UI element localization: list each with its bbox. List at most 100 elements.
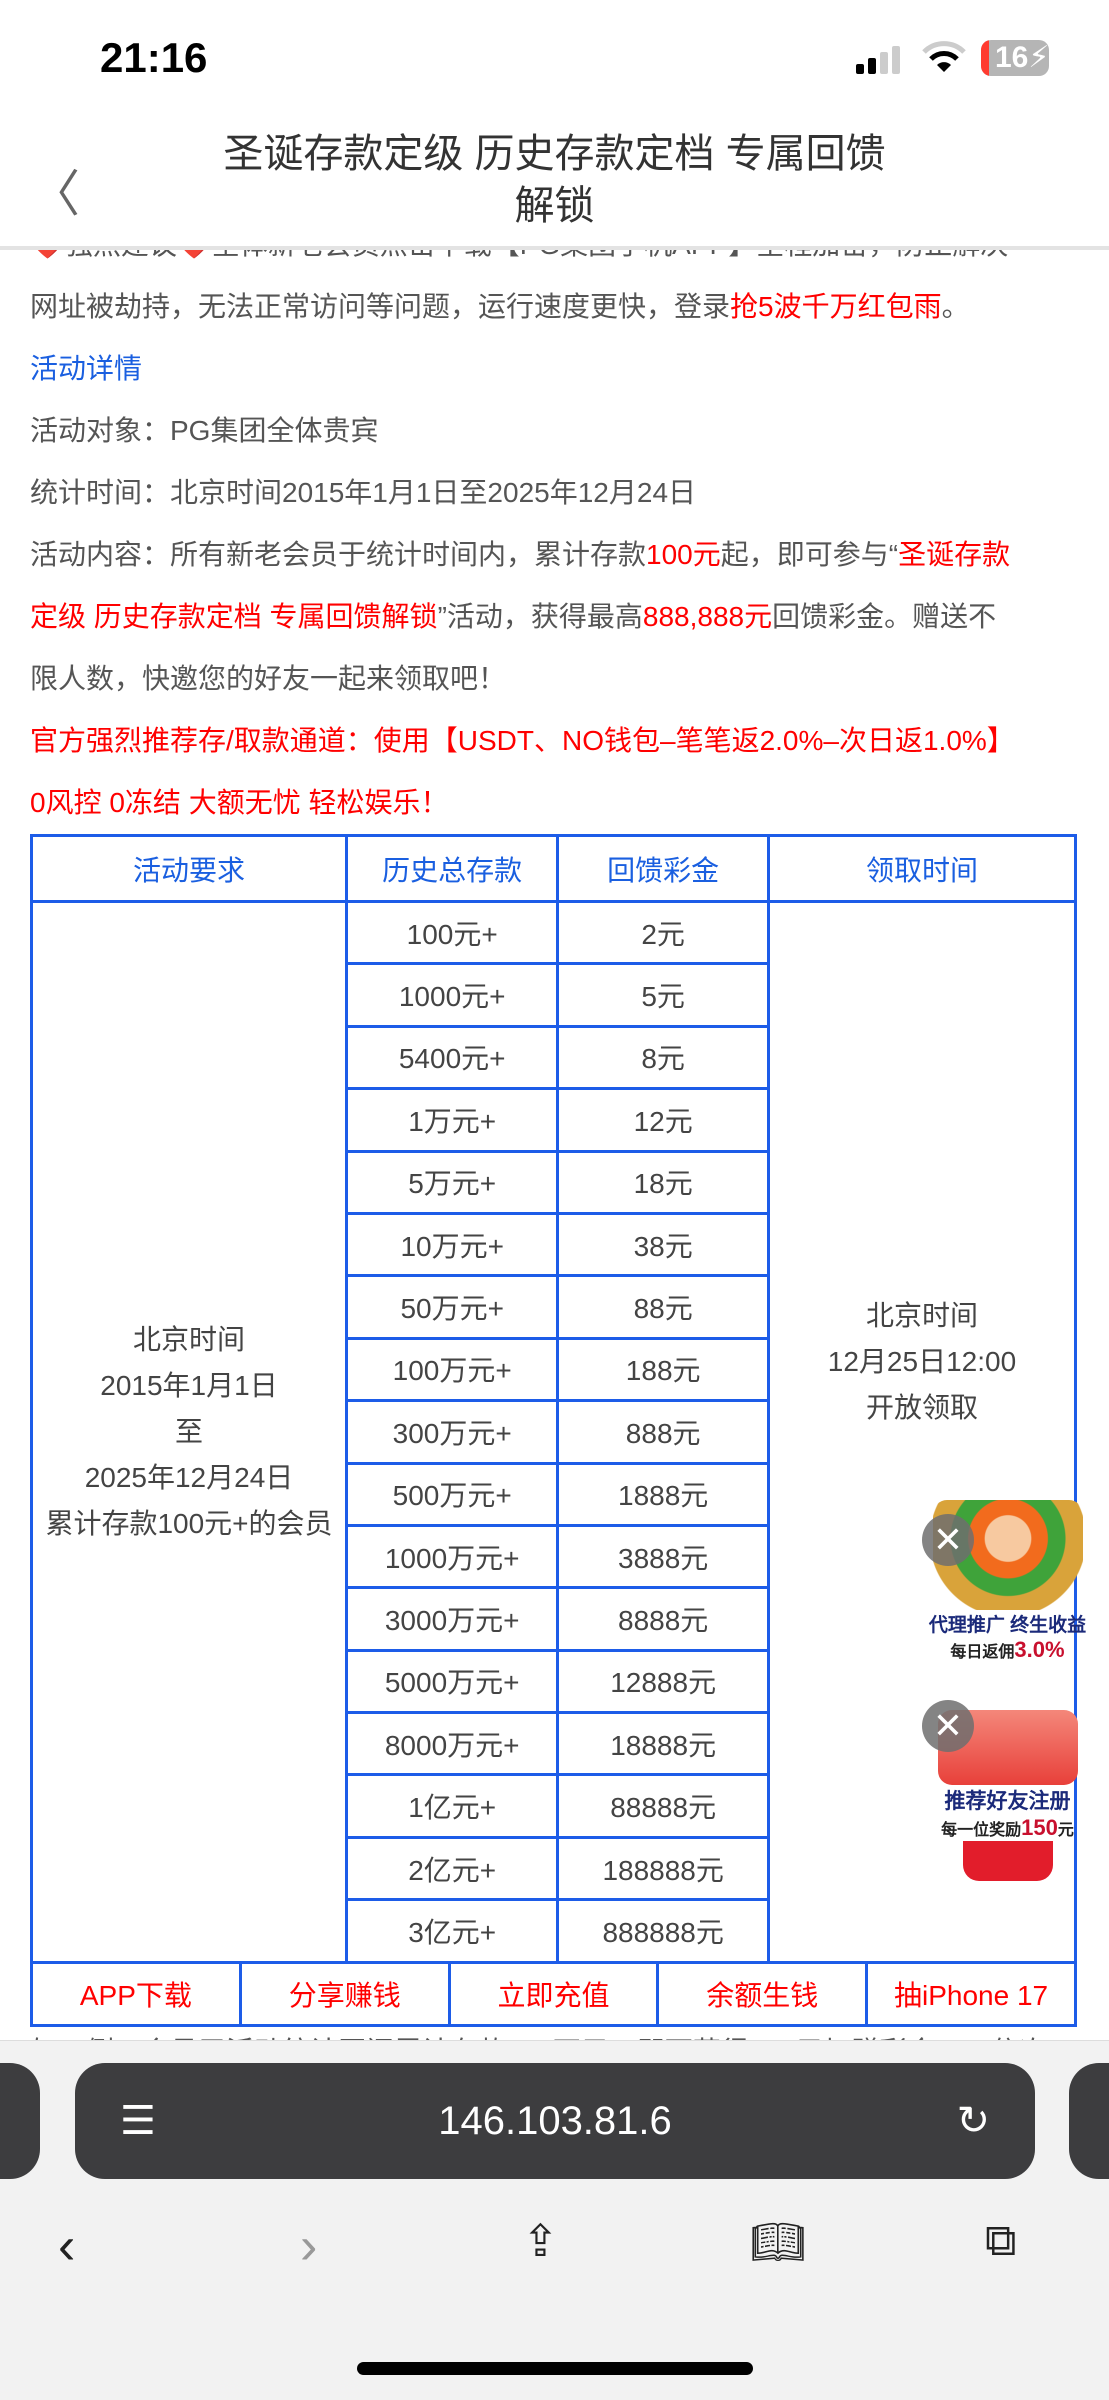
- deposit-cell: 500万元+: [344, 1461, 560, 1527]
- action-button[interactable]: 抽iPhone 17: [894, 1979, 1049, 2011]
- back-button[interactable]: 〈: [30, 166, 80, 222]
- table-row: 1000万元+ 3888元: [32, 1523, 1076, 1590]
- activity-desc-line1: 活动内容：所有新老会员于统计时间内，累计存款100元起，即可参与“圣诞存款: [30, 524, 1080, 586]
- desc-max-reward: 888,888元: [642, 601, 773, 632]
- claim-time-cell: 北京时间 12月25日12:00 开放领取: [766, 900, 1078, 1964]
- reward-cell: 1888元: [556, 1461, 770, 1527]
- table-row: 3000万元+ 8888元: [32, 1586, 1076, 1652]
- table-row: 50万元+ 88元: [32, 1274, 1076, 1340]
- table-row: 8000万元+ 18888元: [32, 1711, 1076, 1777]
- deposit-cell: 50万元+: [344, 1274, 560, 1340]
- section-title: 活动详情: [30, 353, 143, 384]
- prev-tab-peek[interactable]: [0, 2063, 40, 2179]
- page-menu-icon[interactable]: ☰: [120, 2099, 156, 2143]
- page-header: 〈 圣诞存款定级 历史存款定档 专属回馈解锁: [0, 110, 1109, 250]
- desc-text: 活动内容：所有新老会员于统计时间内，累计存款: [30, 539, 647, 570]
- intro-partial: ❤️强烈建议❤️全体新老会员点击下载【PG集团手机APP】全程加密，防止解决: [30, 250, 1080, 276]
- forward-icon[interactable]: ›: [300, 2217, 318, 2275]
- referral-promo-ad[interactable]: 推荐好友注册 每一位奖励150元 ✕: [920, 1700, 1095, 1881]
- deposit-cell: 100万元+: [344, 1336, 560, 1403]
- column-header: 回馈彩金: [556, 834, 770, 903]
- deposit-cell: 8000万元+: [344, 1711, 560, 1777]
- close-icon[interactable]: ✕: [922, 1700, 974, 1752]
- deposit-cell: 2亿元+: [344, 1835, 560, 1902]
- clock: 21:16: [100, 34, 208, 81]
- desc-promo-name: 圣诞存款: [898, 539, 1011, 570]
- table-row: 北京时间 2015年1月1日至 2025年12月24日 累计存款100元+的会员 100…: [30, 899, 1078, 1964]
- footer-partial: 如：例：会员于活动统计区间累计存款100万元，即可获得188元加赠彩金……依次: [30, 2027, 1080, 2040]
- column-header: 领取时间: [766, 834, 1078, 903]
- deposit-cell: 10万元+: [344, 1211, 560, 1278]
- reload-icon[interactable]: ↻: [956, 2099, 990, 2143]
- deposit-cell: 5400元+: [344, 1024, 560, 1091]
- bookmarks-icon[interactable]: 📖︎: [750, 2218, 806, 2267]
- requirement-line: 2015年1月1日: [100, 1369, 278, 1401]
- activity-target: 活动对象：PG集团全体贵宾: [30, 415, 379, 446]
- table-row: 1000元+ 5元: [32, 962, 1076, 1028]
- ad-title: 代理推广 终生收益: [928, 1615, 1087, 1636]
- address-bar[interactable]: ☰ 146.103.81.6 ↻: [75, 2063, 1035, 2179]
- table-row: 1万元+ 12元: [32, 1087, 1076, 1153]
- ad-suffix: 元: [1057, 1822, 1074, 1839]
- ad-subtitle-text: 每一位奖励: [941, 1822, 1022, 1839]
- agent-promo-ad[interactable]: 代理推广 终生收益 每日返佣3.0% ✕: [920, 1500, 1095, 1663]
- action-button[interactable]: APP下载: [33, 1963, 242, 2024]
- intro-text: 网址被劫持，无法正常访问等问题，运行速度更快，登录: [30, 291, 731, 322]
- table-row: 5万元+ 18元: [32, 1149, 1076, 1215]
- slogan: 0风控 0冻结 大额无忧 轻松娱乐！: [30, 787, 449, 818]
- reward-cell: 888888元: [556, 1898, 770, 1964]
- action-button[interactable]: 分享赚钱: [242, 1963, 451, 2024]
- url-text: 146.103.81.6: [438, 2099, 672, 2143]
- reward-cell: 188888元: [556, 1835, 770, 1902]
- intro-end: 。: [941, 291, 970, 322]
- action-button-row: APP下载 分享赚钱 立即充值 余额生钱 抽iPhone 17: [30, 1963, 1077, 2027]
- ad-title: 推荐好友注册: [944, 1790, 1071, 1813]
- next-tab-peek[interactable]: [1069, 2063, 1109, 2179]
- share-icon[interactable]: ⇪: [522, 2217, 559, 2266]
- reward-table: 活动要求 历史总存款 回馈彩金 领取时间 北京时间 2015年1月1日至 2025年12月…: [30, 834, 1078, 1964]
- back-icon[interactable]: ‹: [58, 2217, 76, 2275]
- action-button[interactable]: 立即充值: [451, 1963, 660, 2024]
- reward-cell: 18888元: [556, 1711, 770, 1777]
- red-envelope-promo: 抢5波千万红包雨: [730, 291, 942, 322]
- ad-subtitle: 每一位奖励150元: [920, 1815, 1095, 1841]
- desc-text: 回馈彩金。赠送不: [772, 601, 997, 632]
- desc-text: ”活动，获得最高: [437, 601, 643, 632]
- requirement-cell: 北京时间 2015年1月1日至 2025年12月24日 累计存款100元+的会员: [30, 900, 348, 1964]
- reward-cell: 3888元: [556, 1523, 770, 1590]
- tabs-icon[interactable]: ⧉: [985, 2216, 1017, 2265]
- requirement-line: 北京时间: [132, 1323, 245, 1355]
- deposit-cell: 3000万元+: [344, 1586, 560, 1652]
- ad-subtitle: 每日返佣3.0%: [920, 1637, 1095, 1663]
- reward-cell: 5元: [556, 962, 770, 1028]
- table-row: 5000万元+ 12888元: [32, 1648, 1076, 1715]
- reward-cell: 2元: [556, 899, 770, 966]
- action-button[interactable]: 余额生钱: [659, 1963, 869, 2024]
- table-row: 100万元+ 188元: [32, 1336, 1076, 1403]
- table-row: 500万元+ 1888元: [32, 1461, 1076, 1527]
- battery-level: 16: [995, 41, 1029, 74]
- deposit-cell: 5万元+: [344, 1149, 560, 1215]
- reward-cell: 8888元: [556, 1586, 770, 1652]
- red-envelope-base: [962, 1841, 1053, 1881]
- reward-cell: 8元: [556, 1024, 770, 1091]
- claim-time-line: 12月25日12:00: [827, 1345, 1017, 1377]
- table-row: 10万元+ 38元: [32, 1211, 1076, 1278]
- ad-highlight: 150: [1021, 1815, 1058, 1840]
- column-header: 活动要求: [30, 834, 348, 903]
- deposit-cell: 1000元+: [344, 962, 560, 1028]
- requirement-line: 累计存款100元+的会员: [45, 1507, 333, 1539]
- close-icon[interactable]: ✕: [922, 1514, 974, 1566]
- reward-cell: 38元: [556, 1211, 770, 1278]
- table-row: 2亿元+ 188888元: [32, 1835, 1076, 1902]
- activity-desc-line3: 限人数，快邀您的好友一起来领取吧！: [30, 663, 507, 694]
- browser-toolbar: ☰ 146.103.81.6 ↻ ‹ › ⇪ 📖︎ ⧉: [0, 2040, 1109, 2400]
- ad-highlight: 3.0%: [1014, 1637, 1065, 1662]
- deposit-cell: 3亿元+: [344, 1898, 560, 1964]
- reward-cell: 88888元: [556, 1773, 770, 1839]
- requirement-line: 至: [174, 1415, 203, 1447]
- reward-cell: 18元: [556, 1149, 770, 1215]
- table-header-row: 活动要求 历史总存款 回馈彩金 领取时间: [30, 834, 1078, 903]
- deposit-cell: 1万元+: [344, 1087, 560, 1153]
- column-header: 历史总存款: [344, 834, 560, 903]
